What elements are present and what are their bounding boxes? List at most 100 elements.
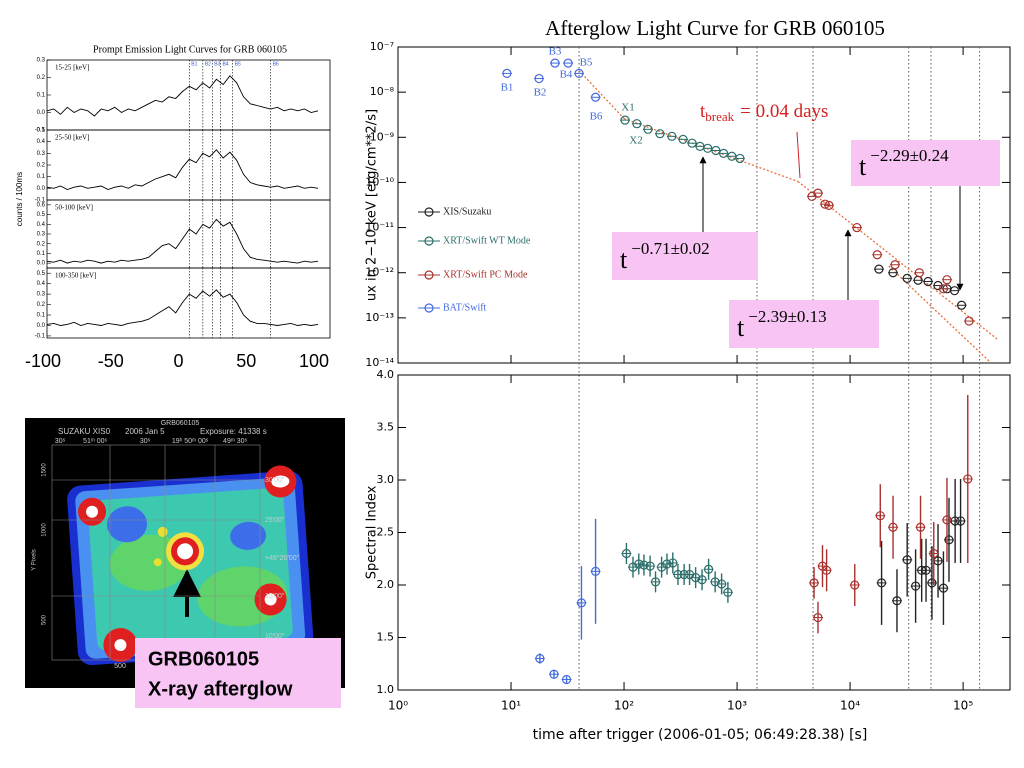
legend-label: XRT/Swift PC Mode	[443, 269, 528, 280]
point-label: B6	[590, 111, 603, 123]
y-tick-label: 3.5	[377, 421, 395, 434]
data-point	[850, 580, 860, 590]
data-point	[942, 275, 952, 285]
data-point	[921, 565, 931, 575]
chart-title: Afterglow Light Curve for GRB 060105	[545, 16, 885, 40]
y-axis-label: ux in 2−10 keV [erg/cm**2/s]	[365, 109, 380, 301]
plot-frame	[397, 374, 1011, 691]
data-point	[813, 188, 823, 198]
y-tick-label: 10⁻¹³	[365, 311, 394, 324]
data-point	[938, 284, 949, 294]
data-point	[820, 199, 830, 209]
image-ylabel: Y Pixels	[32, 549, 38, 571]
data-point	[710, 577, 720, 587]
break-pointer	[796, 131, 801, 179]
image-coord-label: 25'00"	[265, 517, 285, 524]
data-point	[718, 148, 729, 158]
legend-marker	[424, 236, 434, 246]
image-grid	[51, 444, 261, 661]
y-tick-label: 0.1	[37, 174, 46, 180]
data-point	[852, 222, 862, 233]
data-point	[902, 273, 912, 283]
y-tick-label: 0.3	[37, 58, 46, 64]
burst-marker-label: B1	[191, 61, 197, 67]
y-tick-label: 0.0	[37, 261, 46, 267]
data-point	[874, 264, 884, 274]
data-point	[639, 560, 649, 570]
data-point	[620, 115, 630, 125]
slope-exponent: −2.39±0.13	[748, 307, 826, 326]
image-coord-label: 49ᵐ 30ˢ	[223, 438, 248, 445]
data-point	[875, 511, 885, 521]
x-tick-label: 10³	[727, 699, 747, 713]
legend-marker	[424, 270, 434, 280]
data-point	[888, 522, 898, 532]
y-tick-label: 0.5	[37, 212, 46, 218]
data-point	[561, 674, 572, 685]
y-tick-label: 0.0	[37, 110, 46, 116]
x-tick-label: 10¹	[501, 699, 521, 713]
y-tick-label: 0.0	[37, 186, 46, 192]
image-coord-label: 30ˢ	[140, 438, 151, 445]
data-point	[824, 200, 834, 210]
panel-label: 25-50 [keV]	[55, 134, 89, 142]
data-point	[955, 516, 966, 526]
x-tick-label: 50	[236, 351, 256, 371]
slope-base: t	[620, 245, 628, 274]
panel-frame	[46, 267, 331, 339]
light-curve	[46, 75, 319, 117]
data-point	[915, 522, 926, 532]
data-point	[697, 575, 707, 585]
x-tick-label: 100	[299, 351, 329, 371]
image-coord-label: 19ʰ 50ᵐ 00ˢ	[172, 438, 209, 445]
light-curve	[46, 218, 319, 264]
y-tick-label: 2.0	[377, 578, 395, 591]
y-tick-label: -0.1	[35, 333, 46, 339]
data-point	[717, 579, 727, 589]
y-tick-label: 0.6	[37, 202, 46, 208]
data-point	[902, 555, 912, 565]
burst-marker-label: B3	[214, 61, 220, 67]
point-label: B4	[560, 69, 573, 81]
legend-label: XRT/Swift WT Mode	[443, 235, 531, 246]
panel-label: 100-350 [keV]	[55, 272, 96, 280]
data-point	[632, 119, 642, 129]
data-point	[534, 73, 544, 84]
y-tick-label: 0.3	[37, 292, 46, 298]
panel-frame	[46, 129, 331, 201]
panel-label: 50-100 [keV]	[55, 204, 93, 212]
light-curve	[46, 149, 319, 190]
data-point	[914, 268, 924, 278]
y-axis-label: Spectral Index	[365, 485, 380, 579]
image-coord-label: +46°20'00"	[265, 554, 300, 562]
data-point	[944, 535, 954, 545]
data-point	[813, 612, 823, 623]
slope-annotation: t −2.29±0.24	[859, 146, 949, 181]
burst-marker-label: B6	[273, 61, 279, 67]
x-tick-label: 0	[173, 351, 183, 371]
y-tick-label: 0.2	[37, 302, 46, 308]
slope-box	[729, 300, 879, 348]
x-tick-label: 10²	[614, 699, 634, 713]
data-point	[704, 564, 714, 574]
image-date: 2006 Jan 5	[125, 427, 165, 436]
point-label: B2	[534, 87, 547, 99]
point-label: X1	[621, 102, 634, 114]
data-point	[957, 300, 967, 310]
legend-label: XIS/Suzaku	[443, 206, 491, 217]
data-point	[645, 561, 655, 571]
y-tick-label: 10⁻¹¹	[365, 221, 394, 234]
image-coord-label: 30'00"	[265, 477, 285, 484]
y-tick-label: 0.1	[37, 93, 46, 99]
y-tick-label: 10⁻⁸	[370, 85, 395, 98]
caption-line: X-ray afterglow	[148, 678, 293, 700]
y-tick-label: 0.1	[37, 251, 46, 257]
point-label: B1	[501, 82, 514, 94]
plot-frame	[397, 46, 1011, 364]
slope-annotation: t −0.71±0.02	[620, 239, 710, 274]
data-point	[662, 559, 672, 569]
slope-exponent: −2.29±0.24	[870, 146, 949, 165]
y-axis-label: counts / 100ms	[15, 172, 24, 226]
